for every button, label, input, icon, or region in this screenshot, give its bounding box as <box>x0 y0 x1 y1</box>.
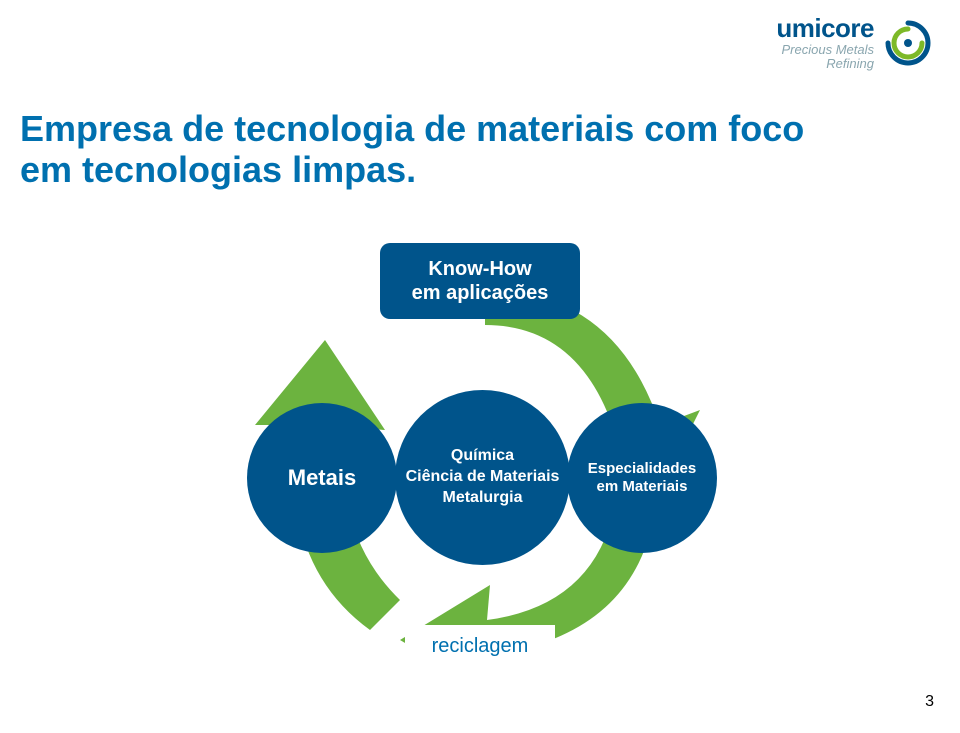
node-center-line3: Metalurgia <box>442 488 522 509</box>
title-line-1: Empresa de tecnologia de materiais com f… <box>20 108 804 149</box>
node-bottom-label: reciclagem <box>432 635 529 658</box>
node-center: Química Ciência de Materiais Metalurgia <box>395 390 570 565</box>
logo-subtitle-2: Refining <box>826 57 874 71</box>
node-center-line1: Química <box>451 446 514 467</box>
cycle-diagram: Know-How em aplicações Metais Química Ci… <box>255 235 705 665</box>
node-center-line2: Ciência de Materiais <box>406 467 560 488</box>
title-line-2: em tecnologias limpas. <box>20 149 804 190</box>
node-top-line1: Know-How <box>428 257 531 281</box>
page-title: Empresa de tecnologia de materiais com f… <box>20 108 804 191</box>
logo-text-block: umicore Precious Metals Refining <box>776 14 874 71</box>
node-right: Especialidades em Materiais <box>567 403 717 553</box>
page-number: 3 <box>925 693 934 711</box>
node-bottom: reciclagem <box>405 625 555 667</box>
node-right-line2: em Materiais <box>597 478 688 496</box>
node-left-label: Metais <box>288 465 356 491</box>
node-right-line1: Especialidades <box>588 460 696 478</box>
node-left: Metais <box>247 403 397 553</box>
node-top-line2: em aplicações <box>412 281 549 305</box>
node-top: Know-How em aplicações <box>380 243 580 319</box>
logo-brand: umicore <box>776 14 874 43</box>
logo: umicore Precious Metals Refining <box>776 14 932 71</box>
umicore-swirl-icon <box>884 19 932 67</box>
logo-subtitle-1: Precious Metals <box>782 43 874 57</box>
